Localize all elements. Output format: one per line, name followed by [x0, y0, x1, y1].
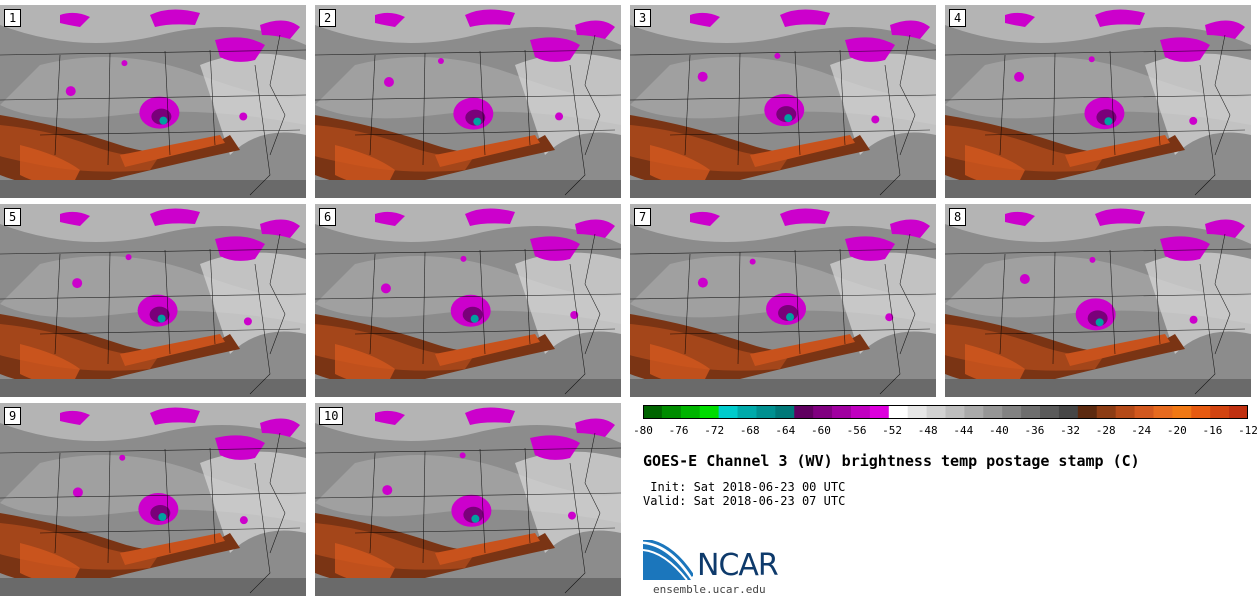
panel-number: 8: [949, 208, 967, 226]
panel-number: 10: [319, 407, 344, 425]
colorbar-tick-label: -68: [739, 424, 760, 437]
colorbar-segment: [869, 405, 890, 419]
ensemble-member-panel: 3: [630, 5, 936, 198]
colorbar-tick-label: -80: [633, 424, 653, 437]
colorbar-segment: [964, 405, 984, 419]
init-time: Init: Sat 2018-06-23 00 UTC: [643, 480, 846, 494]
colorbar-segment: [1210, 405, 1230, 419]
panel-number: 6: [319, 208, 337, 226]
colorbar-segment: [832, 405, 852, 419]
ensemble-member-panel: 9: [0, 403, 306, 596]
colorbar-tick-label: -24: [1131, 424, 1152, 437]
colorbar-tick-label: -32: [1060, 424, 1080, 437]
colorbar-tick-label: -28: [1095, 424, 1116, 437]
colorbar-tick-label: -36: [1024, 424, 1045, 437]
colorbar-tick-label: -76: [668, 424, 689, 437]
colorbar-segment: [756, 405, 776, 419]
colorbar-segment: [1077, 405, 1098, 419]
ensemble-member-panel: 8: [945, 204, 1251, 397]
colorbar: [643, 405, 1248, 419]
ensemble-member-panel: 4: [945, 5, 1251, 198]
colorbar-tick-label: -40: [988, 424, 1009, 437]
colorbar-segment: [699, 405, 720, 419]
colorbar-segment: [643, 405, 663, 419]
panel-number: 2: [319, 9, 337, 27]
panel-number: 7: [634, 208, 652, 226]
panel-number: 9: [4, 407, 22, 425]
colorbar-segment: [926, 405, 946, 419]
colorbar-tick-label: -20: [1166, 424, 1187, 437]
colorbar-tick-label: -44: [953, 424, 974, 437]
colorbar-tick-label: -56: [846, 424, 867, 437]
colorbar-segment: [888, 405, 909, 419]
colorbar-segment: [1134, 405, 1154, 419]
colorbar-segment: [1229, 405, 1248, 419]
colorbar-segment: [1191, 405, 1211, 419]
colorbar-segment: [1172, 405, 1192, 419]
ensemble-member-panel: 5: [0, 204, 306, 397]
colorbar-segment: [1115, 405, 1136, 419]
colorbar-segment: [775, 405, 795, 419]
colorbar-tick-label: -16: [1202, 424, 1223, 437]
colorbar-segment: [1002, 405, 1022, 419]
colorbar-segment: [813, 405, 833, 419]
colorbar-segment: [718, 405, 739, 419]
colorbar-segment: [737, 405, 757, 419]
colorbar-tick-label: -64: [775, 424, 796, 437]
ensemble-member-panel: 7: [630, 204, 936, 397]
colorbar-segment: [661, 405, 682, 419]
colorbar-segment: [1021, 405, 1041, 419]
colorbar-segment: [1040, 405, 1060, 419]
ensemble-member-panel: 10: [315, 403, 621, 596]
colorbar-tick-label: -52: [882, 424, 903, 437]
panel-number: 5: [4, 208, 22, 226]
colorbar-tick-label: -72: [704, 424, 725, 437]
colorbar-segment: [945, 405, 965, 419]
colorbar-segment: [1096, 405, 1117, 419]
colorbar-segment: [983, 405, 1003, 419]
colorbar-segment: [680, 405, 701, 419]
panel-number: 4: [949, 9, 967, 27]
colorbar-border: [643, 405, 1248, 419]
ensemble-member-panel: 2: [315, 5, 621, 198]
colorbar-tick-label: -60: [811, 424, 831, 437]
ensemble-member-panel: 6: [315, 204, 621, 397]
ncar-logo-icon: [643, 540, 693, 581]
figure-title: GOES-E Channel 3 (WV) brightness temp po…: [643, 452, 1140, 470]
panel-number: 1: [4, 9, 22, 27]
panel-number: 3: [634, 9, 652, 27]
colorbar-segment: [907, 405, 928, 419]
ensemble-member-panel: 1: [0, 5, 306, 198]
colorbar-segment: [1153, 405, 1173, 419]
colorbar-segment: [850, 405, 871, 419]
colorbar-tick-label: -48: [917, 424, 938, 437]
ncar-logo-text: NCAR: [697, 548, 779, 583]
valid-time: Valid: Sat 2018-06-23 07 UTC: [643, 494, 846, 508]
colorbar-tick-label: -12: [1238, 424, 1258, 437]
colorbar-segment: [794, 405, 814, 419]
colorbar-segment: [1058, 405, 1079, 419]
website-url: ensemble.ucar.edu: [653, 583, 766, 596]
